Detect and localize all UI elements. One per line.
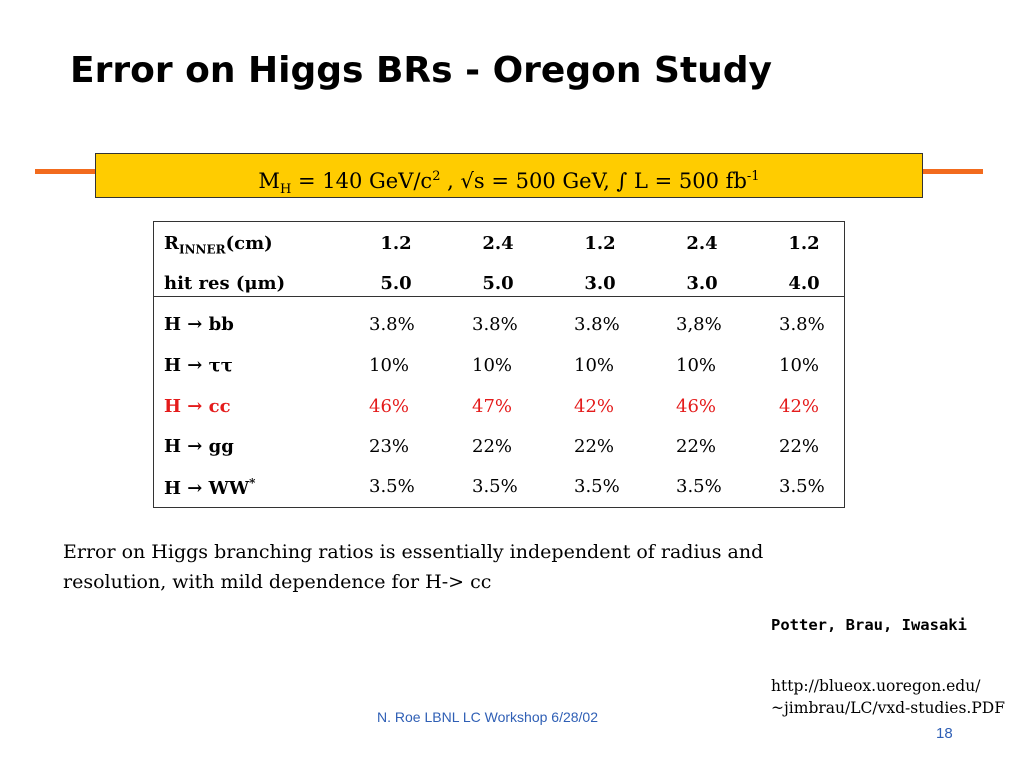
branching-ratio-table: RINNER(cm) 1.2 2.4 1.2 2.4 1.2 hit res (… — [153, 221, 845, 508]
table-cell: 3.5% — [676, 476, 722, 497]
table-cell: 23% — [369, 436, 410, 457]
table-row-gg: H → gg 23% 22% 22% 22% 22% — [154, 436, 844, 462]
table-cell: 5.0 — [380, 273, 412, 294]
reference-url: http://blueox.uoregon.edu/ ~jimbrau/LC/v… — [771, 675, 1005, 719]
table-cell: 10% — [779, 355, 820, 376]
decay-label: H → gg — [164, 436, 234, 457]
decay-label: H → cc — [164, 396, 231, 417]
r-inner-label: RINNER(cm) — [164, 233, 273, 257]
table-row-r-inner: RINNER(cm) 1.2 2.4 1.2 2.4 1.2 — [154, 233, 844, 259]
mh-symbol: M — [258, 169, 280, 193]
decay-label: H → bb — [164, 314, 234, 335]
table-cell: 1.2 — [380, 233, 412, 254]
url-line-2: ~jimbrau/LC/vxd-studies.PDF — [771, 699, 1005, 717]
table-cell: 3.5% — [472, 476, 518, 497]
table-cell: 22% — [472, 436, 513, 457]
table-row-tautau: H → ττ 10% 10% 10% 10% 10% — [154, 355, 844, 381]
parameters-banner: MH = 140 GeV/c2 , √s = 500 GeV, ∫ L = 50… — [95, 153, 923, 198]
table-cell: 3.8% — [779, 314, 825, 335]
table-row-cc: H → cc 46% 47% 42% 46% 42% — [154, 396, 844, 422]
table-cell: 47% — [472, 396, 513, 417]
table-cell: 22% — [676, 436, 717, 457]
table-cell: 1.2 — [788, 233, 820, 254]
table-cell: 22% — [574, 436, 615, 457]
table-row-ww: H → WW* 3.5% 3.5% 3.5% 3.5% 3.5% — [154, 476, 844, 502]
page-number: 18 — [936, 725, 953, 742]
table-cell: 10% — [574, 355, 615, 376]
table-cell: 3.5% — [369, 476, 415, 497]
table-row-bb: H → bb 3.8% 3.8% 3.8% 3,8% 3.8% — [154, 314, 844, 340]
decay-label: H → ττ — [164, 355, 233, 376]
table-cell: 5.0 — [482, 273, 514, 294]
table-cell: 22% — [779, 436, 820, 457]
mh-subscript: H — [279, 182, 292, 198]
table-cell: 2.4 — [686, 233, 718, 254]
energy-lumi: , √s = 500 GeV, ∫ L = 500 fb — [440, 169, 747, 193]
footer-text: N. Roe LBNL LC Workshop 6/28/02 — [377, 709, 599, 725]
table-cell: 3,8% — [676, 314, 722, 335]
table-cell: 10% — [472, 355, 513, 376]
mh-superscript: 2 — [432, 169, 441, 184]
table-cell: 2.4 — [482, 233, 514, 254]
authors: Potter, Brau, Iwasaki — [771, 616, 967, 634]
table-cell: 3.0 — [584, 273, 616, 294]
url-line-1: http://blueox.uoregon.edu/ — [771, 677, 981, 695]
table-cell: 10% — [676, 355, 717, 376]
table-cell: 3.0 — [686, 273, 718, 294]
table-cell: 42% — [779, 396, 820, 417]
table-cell: 3.5% — [574, 476, 620, 497]
table-cell: 1.2 — [584, 233, 616, 254]
left-accent-bar — [35, 169, 95, 174]
hit-res-label: hit res (μm) — [164, 273, 286, 294]
summary-note: Error on Higgs branching ratios is essen… — [63, 541, 764, 593]
table-cell: 10% — [369, 355, 410, 376]
table-cell: 42% — [574, 396, 615, 417]
table-cell: 46% — [676, 396, 717, 417]
right-accent-bar — [923, 169, 983, 174]
table-divider — [154, 296, 844, 297]
table-cell: 46% — [369, 396, 410, 417]
table-cell: 3.8% — [369, 314, 415, 335]
table-cell: 4.0 — [788, 273, 820, 294]
table-cell: 3.8% — [472, 314, 518, 335]
decay-label: H → WW* — [164, 476, 256, 499]
table-row-hit-res: hit res (μm) 5.0 5.0 3.0 3.0 4.0 — [154, 273, 844, 299]
slide-title: Error on Higgs BRs - Oregon Study — [70, 50, 773, 91]
table-cell: 3.5% — [779, 476, 825, 497]
lumi-superscript: -1 — [746, 169, 760, 184]
mh-value: = 140 GeV/c — [291, 169, 433, 193]
table-cell: 3.8% — [574, 314, 620, 335]
